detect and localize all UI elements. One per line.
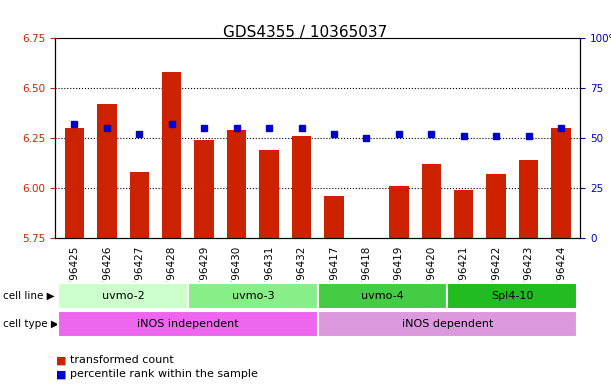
Bar — [454, 190, 474, 238]
Bar — [324, 196, 343, 238]
Bar — [389, 186, 409, 238]
Bar — [194, 140, 214, 238]
Text: uvmo-3: uvmo-3 — [232, 291, 274, 301]
Bar — [357, 238, 376, 240]
Bar — [292, 136, 311, 238]
Bar — [97, 104, 117, 238]
Text: uvmo-4: uvmo-4 — [361, 291, 404, 301]
Bar — [551, 128, 571, 238]
Bar — [227, 130, 246, 238]
Bar — [65, 128, 84, 238]
Bar — [519, 160, 538, 238]
Text: iNOS dependent: iNOS dependent — [402, 319, 493, 329]
Text: uvmo-2: uvmo-2 — [101, 291, 144, 301]
Text: Spl4-10: Spl4-10 — [491, 291, 533, 301]
Bar — [162, 72, 181, 238]
Bar — [486, 174, 506, 238]
Text: transformed count: transformed count — [70, 355, 174, 365]
Text: cell type ▶: cell type ▶ — [3, 319, 59, 329]
Text: ■: ■ — [56, 355, 67, 365]
Text: iNOS independent: iNOS independent — [137, 319, 239, 329]
Bar — [259, 150, 279, 238]
Text: cell line ▶: cell line ▶ — [3, 291, 54, 301]
Text: ■: ■ — [56, 369, 67, 379]
Bar — [422, 164, 441, 238]
Text: percentile rank within the sample: percentile rank within the sample — [70, 369, 258, 379]
Text: GDS4355 / 10365037: GDS4355 / 10365037 — [224, 25, 387, 40]
Bar — [130, 172, 149, 238]
